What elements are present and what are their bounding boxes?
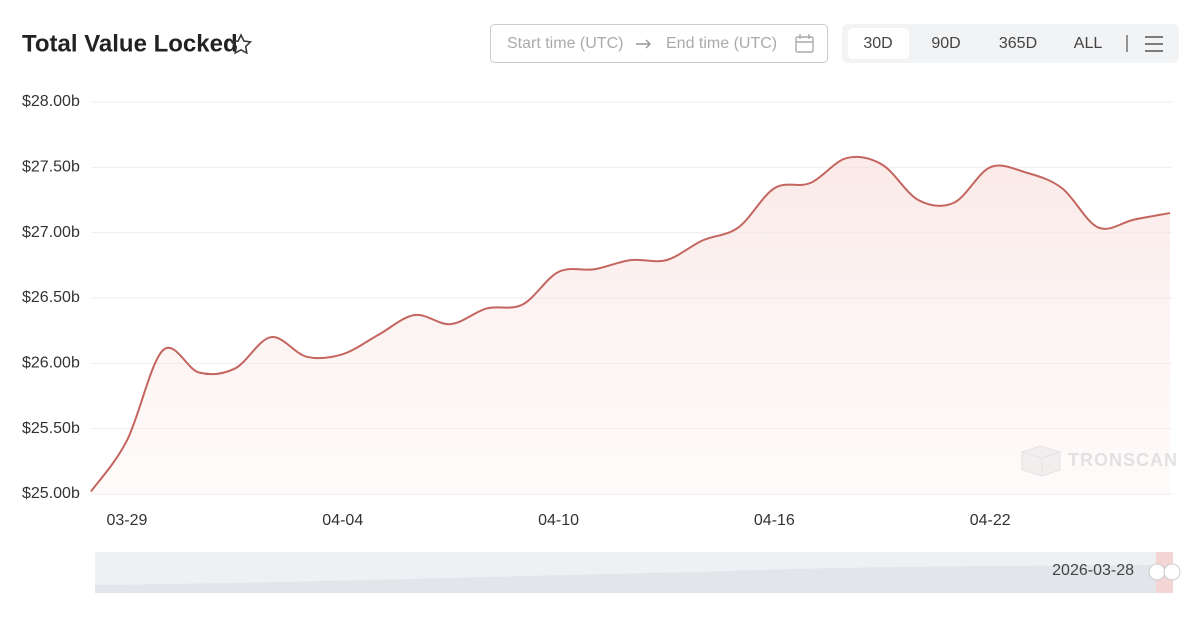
date-picker-box (490, 24, 828, 63)
x-tick-label: 04-22 (970, 512, 1011, 529)
arrow-icon (636, 39, 651, 49)
slider-label: 2026-03-28 (1052, 562, 1134, 579)
end-time[interactable]: End time (UTC) (666, 35, 777, 52)
slider-handle[interactable] (1163, 563, 1181, 581)
watermark-text: TRONSCAN (1068, 450, 1178, 470)
menu-icon[interactable] (1145, 36, 1163, 52)
slider-handle[interactable] (1148, 563, 1166, 581)
y-tick-label: $28.00b (22, 93, 80, 110)
range-button[interactable]: 365D (999, 35, 1037, 52)
y-tick-label: $25.50b (22, 420, 80, 437)
watermark: TRONSCAN (1020, 445, 1178, 477)
area-fill (91, 156, 1170, 494)
range-button[interactable]: 30D (863, 35, 892, 52)
calendar-icon (795, 34, 814, 53)
range-button[interactable]: ALL (1074, 35, 1103, 52)
start-time[interactable]: Start time (UTC) (507, 35, 623, 52)
date-picker[interactable]: Start time (UTC) End time (UTC) (490, 24, 828, 63)
favorite-star[interactable] (229, 33, 253, 55)
watermark-logo (1020, 445, 1062, 477)
y-tick-label: $25.00b (22, 485, 80, 502)
chart-title: Total Value Locked (22, 30, 238, 57)
slider-preview (95, 565, 1173, 593)
range-slider[interactable]: 2026-03-28 (95, 552, 1181, 593)
line (90, 155, 1171, 492)
y-tick-label: $26.50b (22, 289, 80, 306)
y-tick-label: $27.50b (22, 159, 80, 176)
x-tick-label: 04-10 (538, 512, 579, 529)
x-tick-label: 04-04 (322, 512, 363, 529)
x-tick-label: 04-16 (754, 512, 795, 529)
range-button[interactable]: 90D (931, 35, 960, 52)
y-tick-label: $26.00b (22, 355, 80, 372)
range-group (842, 24, 1179, 63)
y-tick-label: $27.00b (22, 224, 80, 241)
x-tick-label: 03-29 (107, 512, 148, 529)
range-active (848, 28, 909, 59)
